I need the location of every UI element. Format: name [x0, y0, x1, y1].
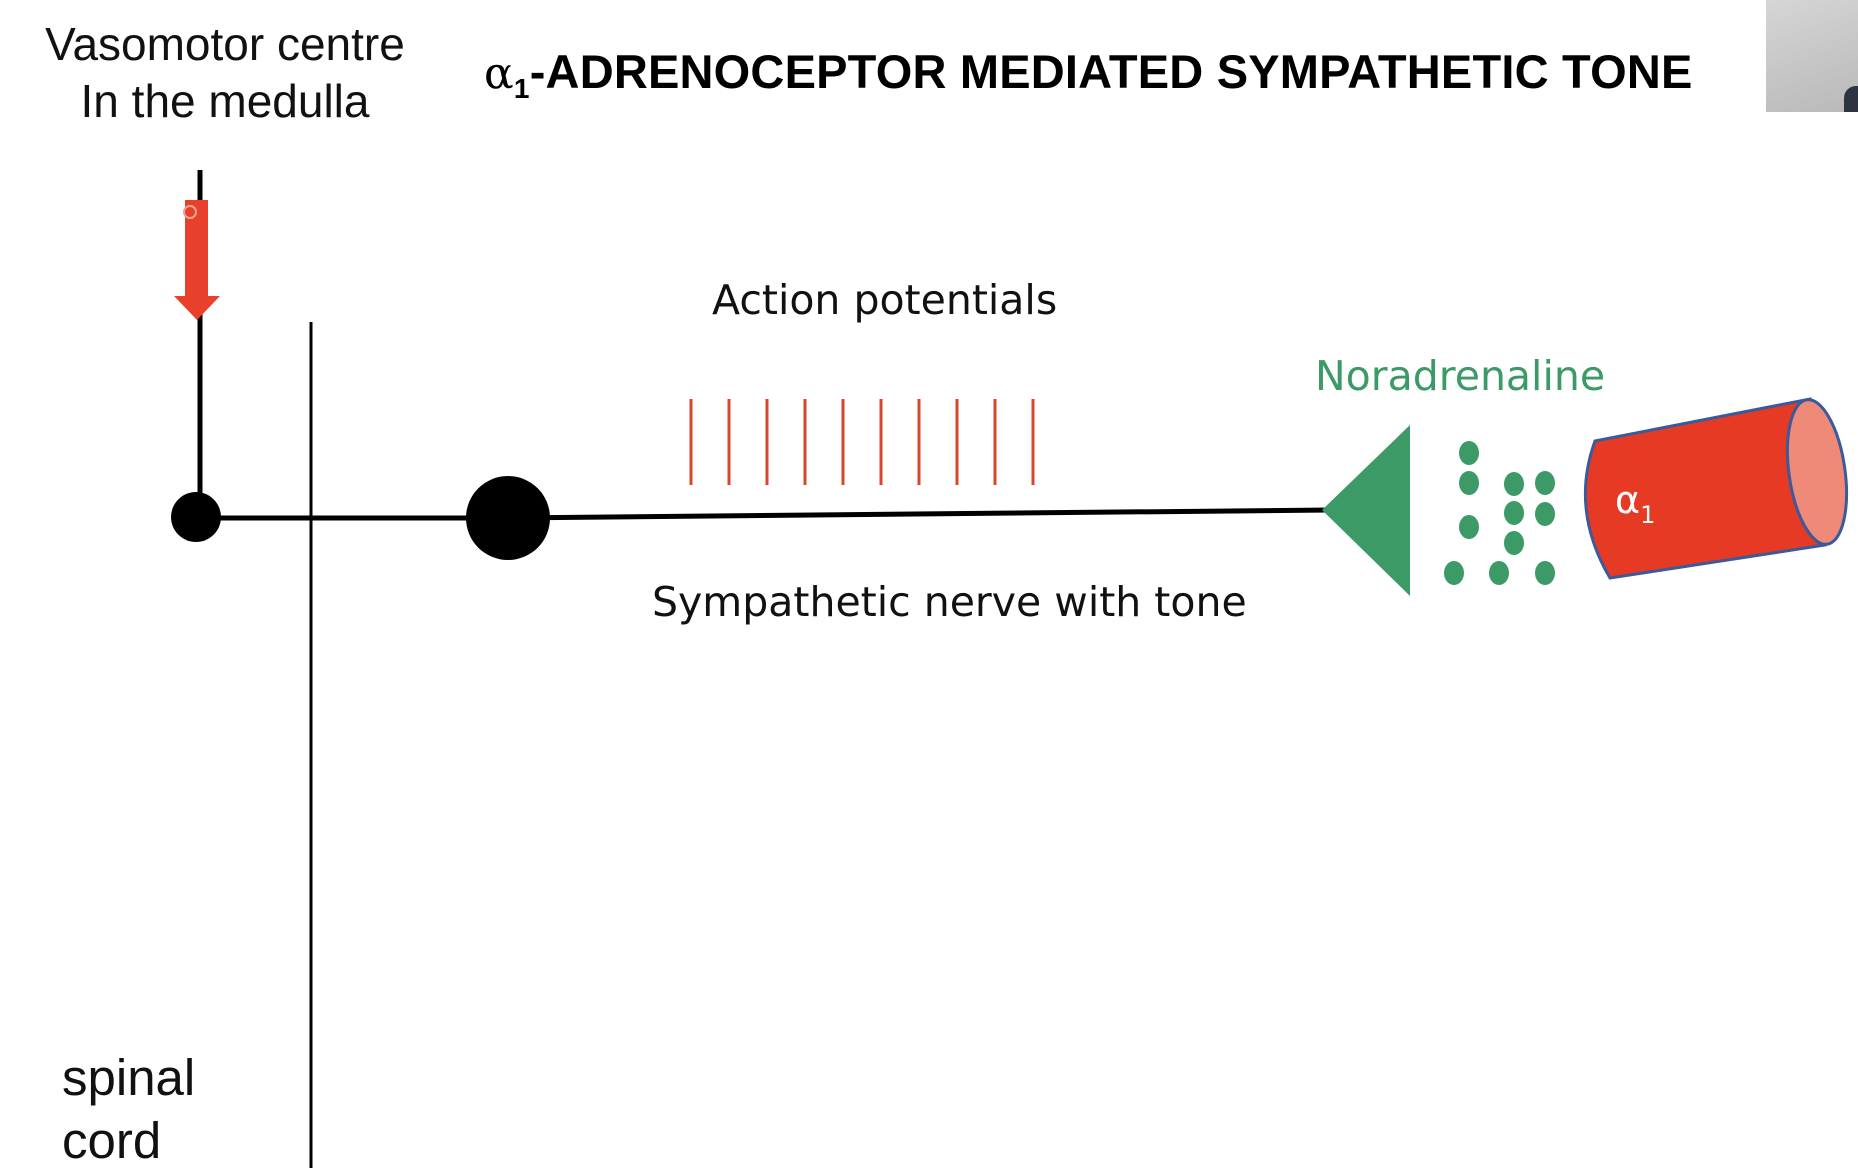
preganglionic-cell-body	[171, 492, 221, 542]
noradrenaline-dot	[1444, 561, 1464, 585]
title-subscript: 1	[513, 73, 530, 104]
vasomotor-line-2: In the medulla	[80, 75, 370, 127]
noradrenaline-dot	[1504, 501, 1524, 525]
slide-title: α1-ADRENOCEPTOR MEDIATED SYMPATHETIC TON…	[484, 44, 1734, 105]
noradrenaline-dot	[1535, 561, 1555, 585]
title-text: -ADRENOCEPTOR MEDIATED SYMPATHETIC TONE	[529, 45, 1693, 98]
spinal-line-1: spinal	[62, 1049, 196, 1106]
postganglionic-axon	[507, 507, 1331, 521]
noradrenaline-dots	[1444, 441, 1555, 585]
noradrenaline-label: Noradrenaline	[1315, 352, 1606, 400]
noradrenaline-dot	[1504, 531, 1524, 555]
spinal-cord-label: spinal cord	[62, 1046, 195, 1172]
webcam-thumbnail	[1766, 0, 1858, 112]
action-potential-ticks	[689, 399, 1035, 485]
vasomotor-centre-label: Vasomotor centre In the medulla	[0, 16, 450, 130]
action-potentials-label: Action potentials	[712, 276, 1058, 324]
noradrenaline-dot	[1459, 471, 1479, 495]
noradrenaline-dot	[1459, 515, 1479, 539]
noradrenaline-dot	[1535, 502, 1555, 526]
noradrenaline-dot	[1489, 561, 1509, 585]
descending-arrow	[174, 200, 220, 320]
noradrenaline-dot	[1459, 441, 1479, 465]
title-alpha-symbol: α	[484, 48, 514, 99]
receptor-alpha-symbol: α	[1615, 478, 1641, 522]
spinal-line-2: cord	[62, 1112, 162, 1169]
vasomotor-line-1: Vasomotor centre	[45, 18, 405, 70]
receptor-subscript: 1	[1640, 501, 1656, 529]
receptor-label: α1	[1615, 478, 1655, 529]
noradrenaline-dot	[1535, 471, 1555, 495]
alpha1-receptor	[1583, 397, 1849, 580]
ganglion-cell-body	[466, 476, 550, 560]
nerve-terminal	[1322, 425, 1410, 596]
noradrenaline-dot	[1504, 472, 1524, 496]
sympathetic-nerve-label: Sympathetic nerve with tone	[652, 578, 1247, 626]
webcam-person-silhouette	[1844, 86, 1858, 112]
